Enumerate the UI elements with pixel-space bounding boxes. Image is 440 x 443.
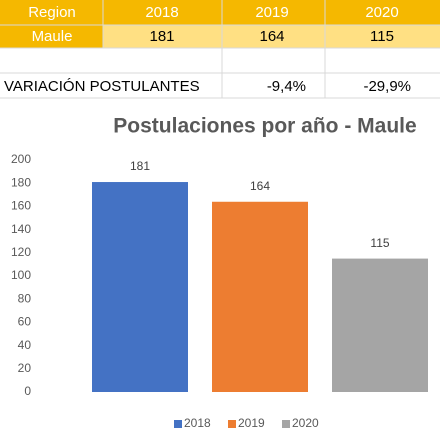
legend-label: 2018 bbox=[184, 416, 211, 430]
y-tick-label: 20 bbox=[18, 361, 32, 375]
bar bbox=[332, 258, 428, 392]
data-label: 164 bbox=[250, 179, 270, 193]
legend-label: 2019 bbox=[238, 416, 265, 430]
region-name: Maule bbox=[32, 28, 73, 45]
table-value: 115 bbox=[370, 28, 394, 45]
y-tick-label: 160 bbox=[11, 199, 31, 213]
variation-label: VARIACIÓN POSTULANTES bbox=[4, 78, 200, 95]
header-cell: 2018 bbox=[145, 4, 178, 21]
region-cell bbox=[0, 25, 103, 48]
y-tick-label: 60 bbox=[18, 315, 32, 329]
data-label: 181 bbox=[130, 159, 150, 173]
header-row bbox=[0, 0, 440, 25]
legend-swatch bbox=[282, 420, 290, 428]
legend-swatch bbox=[174, 420, 182, 428]
y-tick-label: 180 bbox=[11, 175, 31, 189]
y-tick-label: 120 bbox=[11, 245, 31, 259]
y-tick-label: 0 bbox=[24, 384, 31, 398]
table-value: 164 bbox=[259, 28, 284, 45]
value-cells bbox=[103, 25, 440, 48]
y-tick-label: 80 bbox=[18, 291, 32, 305]
y-tick-label: 200 bbox=[11, 152, 31, 166]
variation-value: -29,9% bbox=[363, 78, 411, 95]
header-cell: 2019 bbox=[255, 4, 288, 21]
bar bbox=[92, 182, 188, 392]
chart-title: Postulaciones por año - Maule bbox=[113, 115, 416, 138]
table-value: 181 bbox=[149, 28, 174, 45]
y-tick-label: 140 bbox=[11, 222, 31, 236]
legend-label: 2020 bbox=[292, 416, 319, 430]
header-cell: 2020 bbox=[365, 4, 398, 21]
header-cell: Region bbox=[28, 4, 76, 21]
bar bbox=[212, 201, 308, 392]
y-tick-label: 100 bbox=[11, 268, 31, 282]
legend-swatch bbox=[228, 420, 236, 428]
data-label: 115 bbox=[370, 236, 389, 250]
sheet-grid bbox=[0, 0, 440, 99]
variation-value: -9,4% bbox=[267, 78, 306, 95]
y-tick-label: 40 bbox=[18, 338, 32, 352]
